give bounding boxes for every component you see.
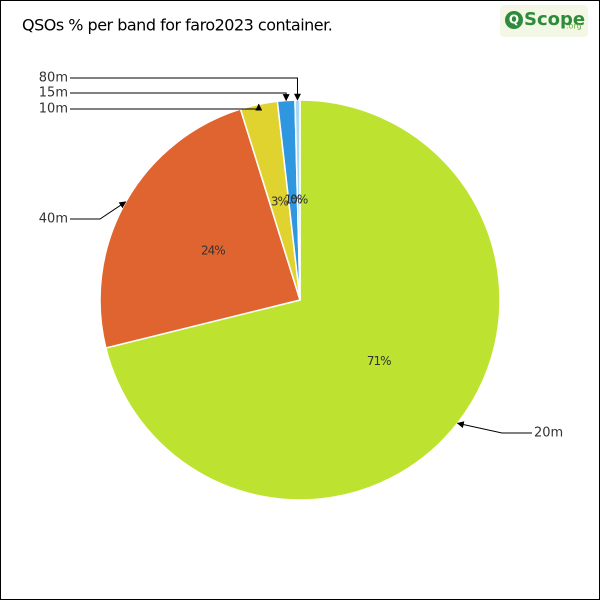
value-label: 71%	[367, 354, 391, 368]
logo-letter: Q	[509, 13, 519, 27]
value-label: 0%	[290, 193, 308, 207]
legend-label: 15m	[39, 86, 68, 101]
logo: Q Scope .org	[500, 5, 588, 37]
logo-box	[500, 5, 588, 37]
value-label: 1%	[285, 193, 303, 207]
leader-line	[456, 421, 532, 434]
leader-line	[70, 77, 301, 101]
leader-line	[70, 103, 263, 111]
value-label: 24%	[201, 243, 225, 257]
legend-label: 10m	[39, 102, 68, 117]
logo-text: Scope	[524, 9, 585, 30]
legend-label: 40m	[39, 212, 68, 227]
logo-suffix: .org	[566, 22, 582, 31]
logo-circle	[505, 11, 523, 29]
chart-title: QSOs % per band for faro2023 container.	[22, 16, 332, 35]
legend-label: 80m	[39, 71, 68, 86]
leader-line	[70, 201, 127, 220]
leader-line	[70, 92, 290, 102]
legend-label: 20m	[534, 426, 563, 441]
value-label: 3%	[271, 195, 289, 209]
